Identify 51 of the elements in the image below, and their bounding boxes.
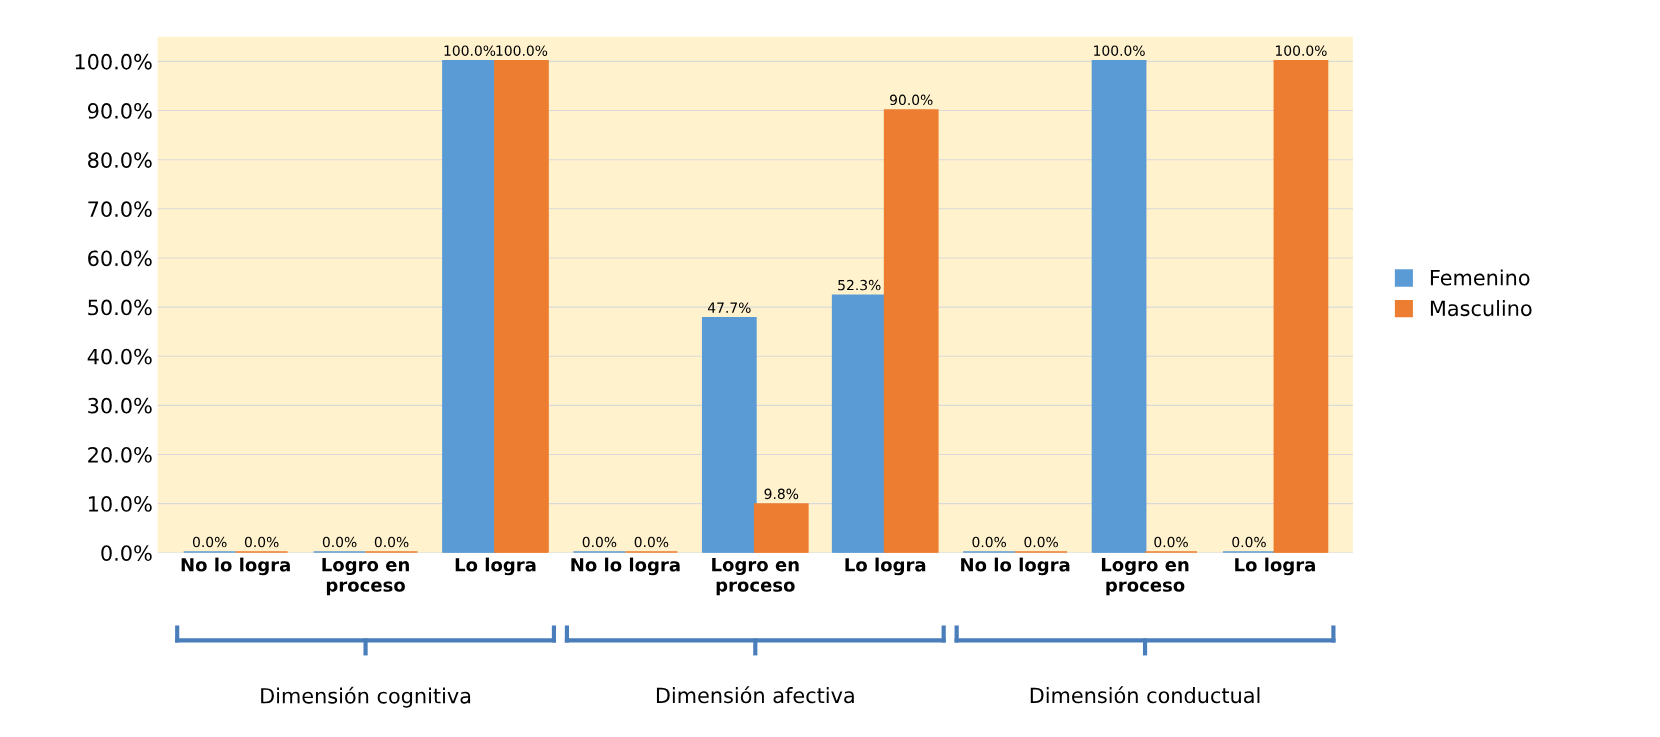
x-tick-label: Lo logra: [845, 557, 926, 576]
y-tick-label: 10.0%: [88, 496, 152, 512]
data-label: 0.0%: [322, 536, 357, 548]
bar: [494, 60, 549, 553]
bar: [883, 109, 939, 553]
data-label: 0.0%: [1024, 536, 1058, 548]
bar: [831, 294, 887, 553]
data-label: 100.0%: [1275, 45, 1327, 56]
y-tick-label: 0.0%: [101, 545, 152, 561]
data-label: 90.0%: [890, 94, 933, 106]
x-tick-label: No lo logra: [961, 557, 1070, 576]
data-label: 0.0%: [374, 536, 409, 548]
x-tick-label: Logro en proceso: [712, 558, 799, 596]
data-label: 0.0%: [972, 536, 1007, 548]
x-tick-label: Lo logra: [455, 557, 536, 576]
bar: [1273, 60, 1329, 553]
x-tick-label: No lo logra: [181, 557, 290, 576]
x-tick-label: No lo logra: [571, 557, 680, 576]
text: Dimensión afectiva: [656, 686, 854, 704]
bar: [1091, 60, 1147, 553]
data-label: 0.0%: [244, 536, 279, 548]
y-tick-label: 80.0%: [88, 152, 152, 168]
legend-label: Femenino: [1430, 269, 1530, 286]
data-label: 0.0%: [582, 536, 617, 548]
data-label: 52.3%: [838, 279, 881, 291]
bar: [701, 316, 757, 553]
x-tick-label: Lo logra: [1235, 557, 1315, 576]
y-tick-label: 90.0%: [87, 103, 152, 119]
y-tick-label: 20.0%: [88, 446, 152, 463]
data-label: 100.0%: [444, 45, 496, 56]
data-label: 0.0%: [634, 536, 669, 548]
x-tick-label: Logro en proceso: [322, 558, 409, 596]
data-label: 0.0%: [1232, 536, 1266, 548]
data-label: 0.0%: [192, 536, 227, 548]
y-tick-label: 100.0%: [75, 53, 152, 70]
data-label: 100.0%: [496, 45, 548, 56]
data-label: 47.7%: [707, 302, 751, 313]
x-tick-label: Logro en proceso: [1101, 558, 1189, 596]
y-tick-label: 30.0%: [88, 397, 152, 414]
legend-label: Masculino: [1430, 300, 1532, 317]
bar: [753, 503, 809, 553]
bar: [442, 60, 497, 553]
data-label: 0.0%: [1154, 536, 1188, 548]
data-label: 100.0%: [1094, 45, 1145, 56]
y-tick-label: 50.0%: [88, 299, 152, 316]
text: Dimensión conductual: [1030, 686, 1260, 704]
y-tick-label: 40.0%: [87, 348, 152, 365]
data-label: 9.8%: [764, 488, 799, 500]
text: Dimensión cognitiva: [261, 686, 471, 708]
y-tick-label: 70.0%: [88, 201, 152, 218]
y-tick-label: 60.0%: [88, 250, 152, 267]
